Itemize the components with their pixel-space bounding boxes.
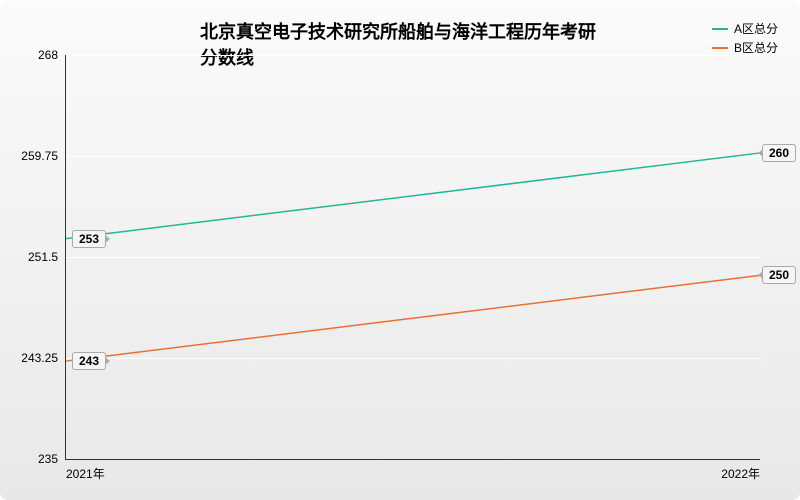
x-tick-label: 2021年 (66, 459, 105, 482)
plot-area: 235243.25251.5259.752682021年2022年2532602… (65, 55, 760, 460)
x-tick-label: 2022年 (721, 459, 760, 482)
series-line (66, 275, 760, 361)
point-label: 260 (762, 144, 796, 162)
legend-label-a: A区总分 (734, 20, 778, 37)
legend-swatch-a (712, 28, 728, 30)
y-tick-label: 268 (38, 48, 66, 62)
point-label: 253 (72, 230, 106, 248)
point-label: 243 (72, 352, 106, 370)
legend-swatch-b (712, 47, 728, 49)
chart-container: 北京真空电子技术研究所船舶与海洋工程历年考研分数线 A区总分 B区总分 2352… (0, 0, 800, 500)
y-tick-label: 235 (38, 452, 66, 466)
y-tick-label: 243.25 (21, 351, 66, 365)
legend-item-a: A区总分 (712, 20, 778, 37)
series-svg (66, 55, 760, 459)
point-label: 250 (762, 266, 796, 284)
legend: A区总分 B区总分 (712, 20, 778, 58)
legend-label-b: B区总分 (734, 39, 778, 56)
y-tick-label: 251.5 (28, 250, 66, 264)
legend-item-b: B区总分 (712, 39, 778, 56)
y-tick-label: 259.75 (21, 149, 66, 163)
series-line (66, 153, 760, 239)
